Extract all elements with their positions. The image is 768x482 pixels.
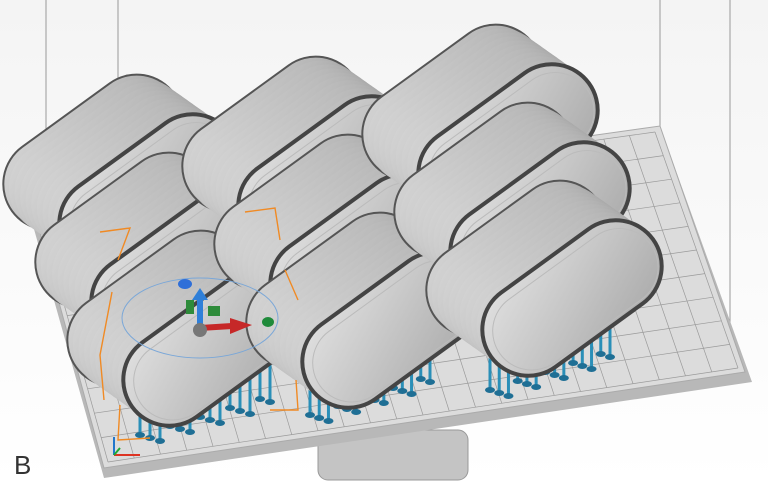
support-base bbox=[559, 375, 569, 381]
support-base bbox=[379, 400, 389, 406]
support-base bbox=[531, 384, 541, 390]
support-base bbox=[205, 417, 215, 423]
gizmo-handle[interactable] bbox=[262, 317, 274, 327]
support-base bbox=[568, 360, 578, 366]
support-base bbox=[155, 438, 165, 444]
support-base bbox=[587, 366, 597, 372]
support-base bbox=[397, 388, 407, 394]
figure-label: B bbox=[14, 450, 31, 480]
support-base bbox=[225, 405, 235, 411]
gizmo-handle[interactable] bbox=[178, 279, 192, 289]
support-base bbox=[185, 429, 195, 435]
support-base bbox=[522, 381, 532, 387]
support-base bbox=[513, 378, 523, 384]
page: {"label": "B"} bbox=[0, 0, 768, 482]
support-base bbox=[245, 411, 255, 417]
support-base bbox=[314, 415, 324, 421]
support-base bbox=[235, 408, 245, 414]
viewport-3d[interactable]: B bbox=[0, 0, 768, 482]
support-base bbox=[577, 363, 587, 369]
support-base bbox=[485, 387, 495, 393]
support-base bbox=[305, 412, 315, 418]
support-base bbox=[416, 376, 426, 382]
support-base bbox=[323, 418, 333, 424]
support-base bbox=[503, 393, 513, 399]
support-base bbox=[135, 432, 145, 438]
gizmo-plane[interactable] bbox=[208, 306, 220, 316]
support-base bbox=[215, 420, 225, 426]
support-base bbox=[265, 399, 275, 405]
support-base bbox=[351, 409, 361, 415]
gizmo-plane[interactable] bbox=[186, 300, 194, 314]
support-base bbox=[407, 391, 417, 397]
support-base bbox=[494, 390, 504, 396]
gizmo-center[interactable] bbox=[193, 323, 207, 337]
support-base bbox=[255, 396, 265, 402]
support-base bbox=[605, 354, 615, 360]
support-base bbox=[425, 379, 435, 385]
support-base bbox=[550, 372, 560, 378]
support-base bbox=[596, 351, 606, 357]
